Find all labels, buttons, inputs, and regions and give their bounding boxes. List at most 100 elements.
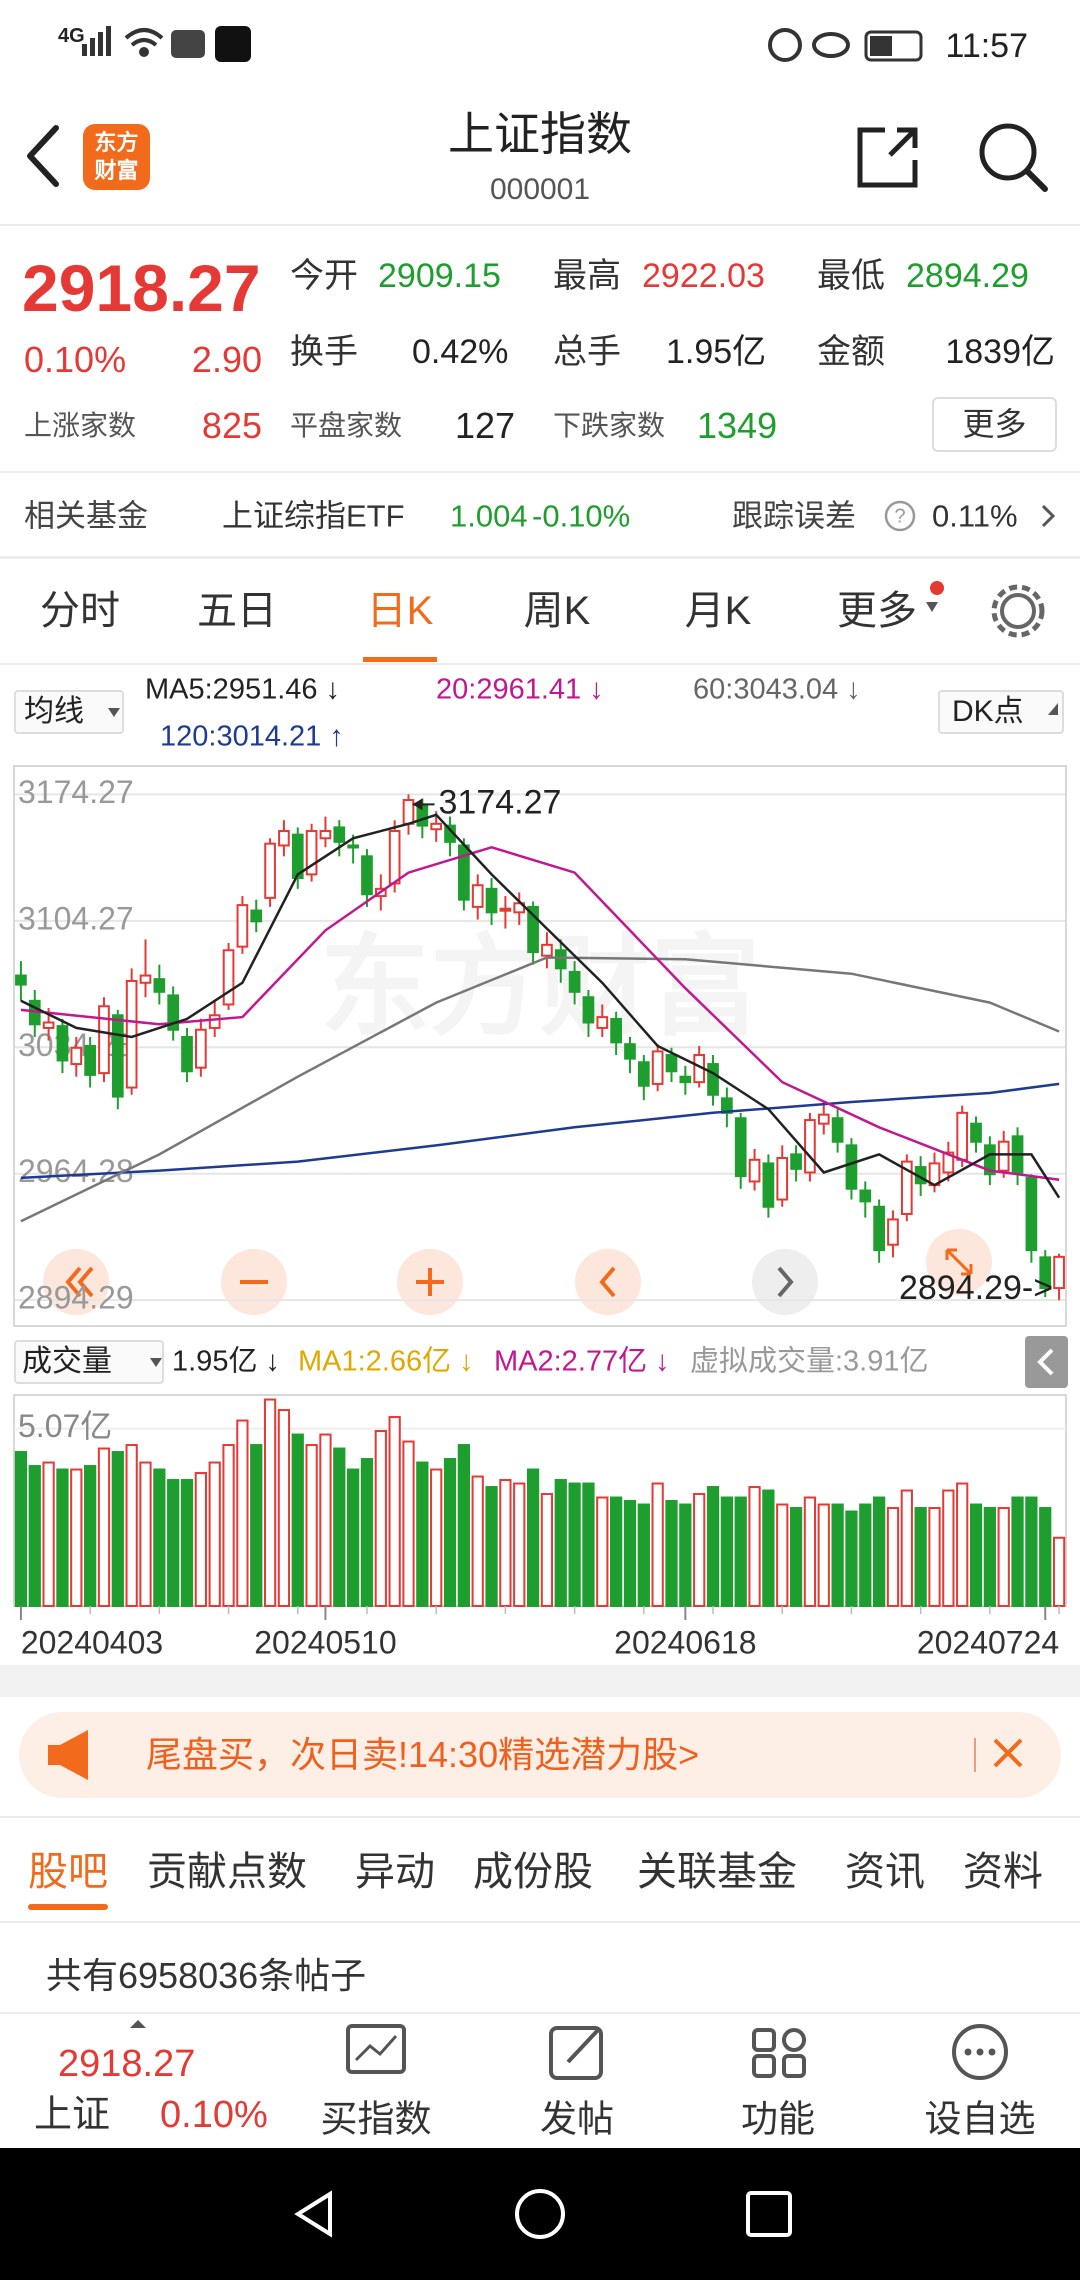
action-label[interactable]: 发帖 <box>540 2098 614 2140</box>
volume-bar <box>693 1493 706 1607</box>
candle-body <box>402 799 415 825</box>
divider <box>0 1921 1080 1923</box>
volume-bar <box>942 1489 955 1607</box>
volume-bar <box>485 1486 498 1608</box>
candle-body <box>444 824 456 843</box>
indicator-selector-label: 均线 <box>24 695 84 728</box>
control-button[interactable] <box>752 1249 818 1315</box>
search-icon[interactable] <box>979 123 1037 181</box>
volume-legend: 虚拟成交量:3.91亿 <box>690 1345 929 1378</box>
candle-body <box>153 978 166 993</box>
candle-body <box>430 822 443 831</box>
volume-bar <box>208 1461 221 1608</box>
tab-underline <box>363 657 437 662</box>
candle-body <box>513 902 526 914</box>
control-button[interactable] <box>221 1249 287 1315</box>
volume-bar <box>236 1419 249 1607</box>
settings-icon[interactable] <box>1000 593 1036 629</box>
control-glyph <box>416 1268 444 1296</box>
eye-icon <box>812 32 850 58</box>
share-icon[interactable] <box>857 127 918 188</box>
volume-bar <box>250 1444 263 1607</box>
volume-bar <box>194 1472 207 1607</box>
candle-body <box>499 907 512 912</box>
stat-value: 2922.03 <box>642 257 765 295</box>
volume-bar <box>1025 1496 1038 1608</box>
section-tab[interactable]: 异动 <box>355 1850 435 1894</box>
signal-icon <box>82 26 111 56</box>
tab[interactable]: 月K <box>684 589 752 633</box>
more-button[interactable]: 更多 <box>932 397 1057 452</box>
volume-bar <box>277 1409 291 1607</box>
candle-body <box>651 1050 664 1085</box>
volume-bar <box>596 1496 609 1608</box>
volume-bar <box>845 1510 858 1607</box>
candle-body <box>28 999 41 1026</box>
action-label[interactable]: 设自选 <box>924 2098 1036 2140</box>
volume-selector[interactable] <box>14 1340 164 1384</box>
section-tab[interactable]: 关联基金 <box>637 1850 797 1894</box>
bottom-change: 0.10% <box>160 2094 268 2136</box>
section-tab[interactable]: 股吧 <box>28 1850 108 1894</box>
breadth-label: 平盘家数 <box>290 410 403 441</box>
battery-level <box>870 36 892 56</box>
collapse-button[interactable] <box>1025 1336 1068 1388</box>
tab[interactable]: 周K <box>523 589 591 633</box>
control-button[interactable] <box>575 1249 641 1315</box>
fund-name[interactable]: 上证综指ETF <box>222 498 405 534</box>
candle-body <box>859 1189 872 1203</box>
help-icon[interactable] <box>884 500 916 532</box>
control-button[interactable] <box>397 1249 463 1315</box>
control-button[interactable] <box>43 1249 109 1315</box>
action-label[interactable]: 买指数 <box>320 2098 432 2140</box>
divider <box>0 2012 1080 2014</box>
ma-line <box>20 845 1060 1181</box>
section-tab[interactable]: 贡献点数 <box>147 1850 307 1894</box>
max-label: 3174.27 <box>439 783 562 821</box>
candle-body <box>347 844 359 849</box>
candle-body <box>15 974 27 986</box>
app-logo[interactable]: 东方 财富 <box>83 124 150 190</box>
volume-bar <box>471 1475 484 1607</box>
fund-change: -0.10% <box>532 498 631 534</box>
mode-button[interactable]: DK点 <box>938 690 1064 734</box>
clock: 11:57 <box>945 27 1028 65</box>
volume-bar <box>167 1479 180 1608</box>
tab[interactable]: 五日 <box>197 589 277 633</box>
bottom-price: 2918.27 <box>58 2043 196 2085</box>
section-tab[interactable]: 成份股 <box>473 1850 593 1894</box>
section-tab[interactable]: 资料 <box>963 1850 1043 1894</box>
help-glyph: ? <box>894 505 905 527</box>
candle-body <box>84 1045 96 1076</box>
banner[interactable] <box>19 1712 1061 1798</box>
action-label[interactable]: 功能 <box>741 2098 815 2140</box>
volume-bar <box>540 1493 554 1607</box>
volume-bar <box>651 1482 664 1608</box>
ma-line <box>20 1082 1060 1180</box>
candle-body <box>804 1119 816 1174</box>
volume-bar <box>568 1482 581 1608</box>
candle-body <box>679 1075 692 1084</box>
stat-label: 最高 <box>553 257 621 295</box>
volume-bar <box>84 1465 97 1608</box>
tab[interactable]: 日K <box>366 589 434 633</box>
divider <box>0 224 1080 226</box>
candle-body <box>637 1061 650 1087</box>
tab[interactable]: 分时 <box>40 589 120 633</box>
stat-value: 1839亿 <box>945 333 1055 371</box>
volume-bar <box>430 1468 443 1608</box>
candle-body <box>541 943 553 957</box>
y-tick-label: 5.07亿 <box>18 1408 112 1444</box>
control-button[interactable] <box>926 1229 992 1295</box>
collapse-glyph <box>1037 1348 1054 1376</box>
x-tick-label: 20240403 <box>21 1624 163 1660</box>
back-icon[interactable] <box>27 125 59 187</box>
tab[interactable]: 更多 <box>837 589 917 633</box>
post-icon-pen <box>566 2028 600 2064</box>
indicator-selector[interactable] <box>14 690 124 734</box>
volume-bar <box>928 1507 941 1607</box>
section-tab[interactable]: 资讯 <box>845 1850 925 1894</box>
error-value: 0.11% <box>932 498 1018 534</box>
candle-body <box>762 1162 775 1208</box>
